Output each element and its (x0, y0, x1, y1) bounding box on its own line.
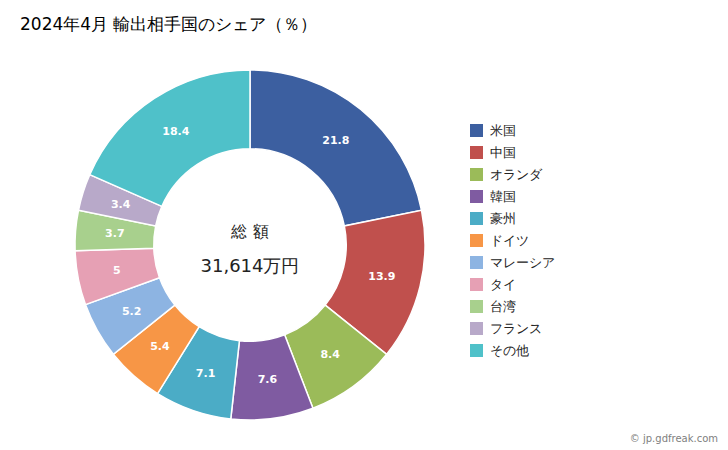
legend-label: 中国 (490, 145, 516, 160)
legend-label: 台湾 (490, 299, 516, 314)
legend-item: マレーシア (470, 255, 555, 270)
legend-label: その他 (490, 343, 529, 358)
legend-label: マレーシア (490, 255, 555, 270)
data-label: 13.9 (368, 270, 395, 283)
chart: 2024年4月 輸出相手国のシェア（％） 21.8 13.9 8.4 7.6 7.1 5.4… (0, 0, 728, 450)
legend-swatch (470, 300, 483, 313)
legend-item: タイ (470, 277, 516, 292)
data-label: 5.2 (122, 305, 142, 318)
legend-swatch (470, 146, 483, 159)
center-label: 31,614万円 (201, 255, 300, 276)
slice (90, 70, 250, 206)
legend-swatch (470, 322, 483, 335)
data-label: 3.7 (105, 227, 125, 240)
legend-label: オランダ (490, 167, 543, 182)
title: 2024年4月 輸出相手国のシェア（％） (20, 14, 317, 34)
legend-swatch (470, 124, 483, 137)
legend-item: 米国 (470, 123, 516, 138)
legend-item: フランス (470, 321, 542, 336)
slice (231, 335, 313, 420)
donut: 21.8 13.9 8.4 7.6 7.1 5.4 5.2 5 3.7 3.4 18.4 総 額 31,… (75, 70, 425, 420)
legend-label: 韓国 (490, 189, 516, 204)
data-label: 8.4 (320, 348, 340, 361)
legend-item: 中国 (470, 145, 516, 160)
legend-label: タイ (490, 277, 516, 292)
data-label: 5 (113, 264, 121, 277)
slice (250, 70, 422, 226)
data-label: 21.8 (322, 134, 349, 147)
legend-item: オランダ (470, 167, 543, 182)
legend-swatch (470, 344, 483, 357)
legend-label: ドイツ (490, 233, 529, 248)
legend-swatch (470, 168, 483, 181)
data-label: 3.4 (111, 198, 131, 211)
legend-swatch (470, 234, 483, 247)
legend-item: 韓国 (470, 189, 516, 204)
legend-item: 台湾 (470, 299, 516, 314)
center-label: 総 額 (230, 222, 268, 241)
legend-label: 米国 (490, 123, 516, 138)
legend-swatch (470, 190, 483, 203)
legend-label: 豪州 (490, 211, 516, 226)
data-label: 18.4 (162, 125, 189, 138)
caption: © jp.gdfreak.com (630, 433, 718, 444)
data-label: 7.1 (196, 367, 216, 380)
legend-item: 豪州 (470, 211, 516, 226)
data-labels: 21.8 13.9 8.4 7.6 7.1 5.4 5.2 5 3.7 3.4 18.4 (105, 125, 395, 386)
slices (75, 70, 425, 420)
legend-swatch (470, 256, 483, 269)
legend-item: その他 (470, 343, 529, 358)
slice (75, 248, 159, 304)
legend-swatch (470, 212, 483, 225)
data-label: 5.4 (150, 340, 170, 353)
legend-swatch (470, 278, 483, 291)
legend-item: ドイツ (470, 233, 529, 248)
legend: 米国中国オランダ韓国豪州ドイツマレーシアタイ台湾フランスその他 (470, 123, 555, 358)
legend-label: フランス (490, 321, 542, 336)
data-label: 7.6 (258, 373, 278, 386)
